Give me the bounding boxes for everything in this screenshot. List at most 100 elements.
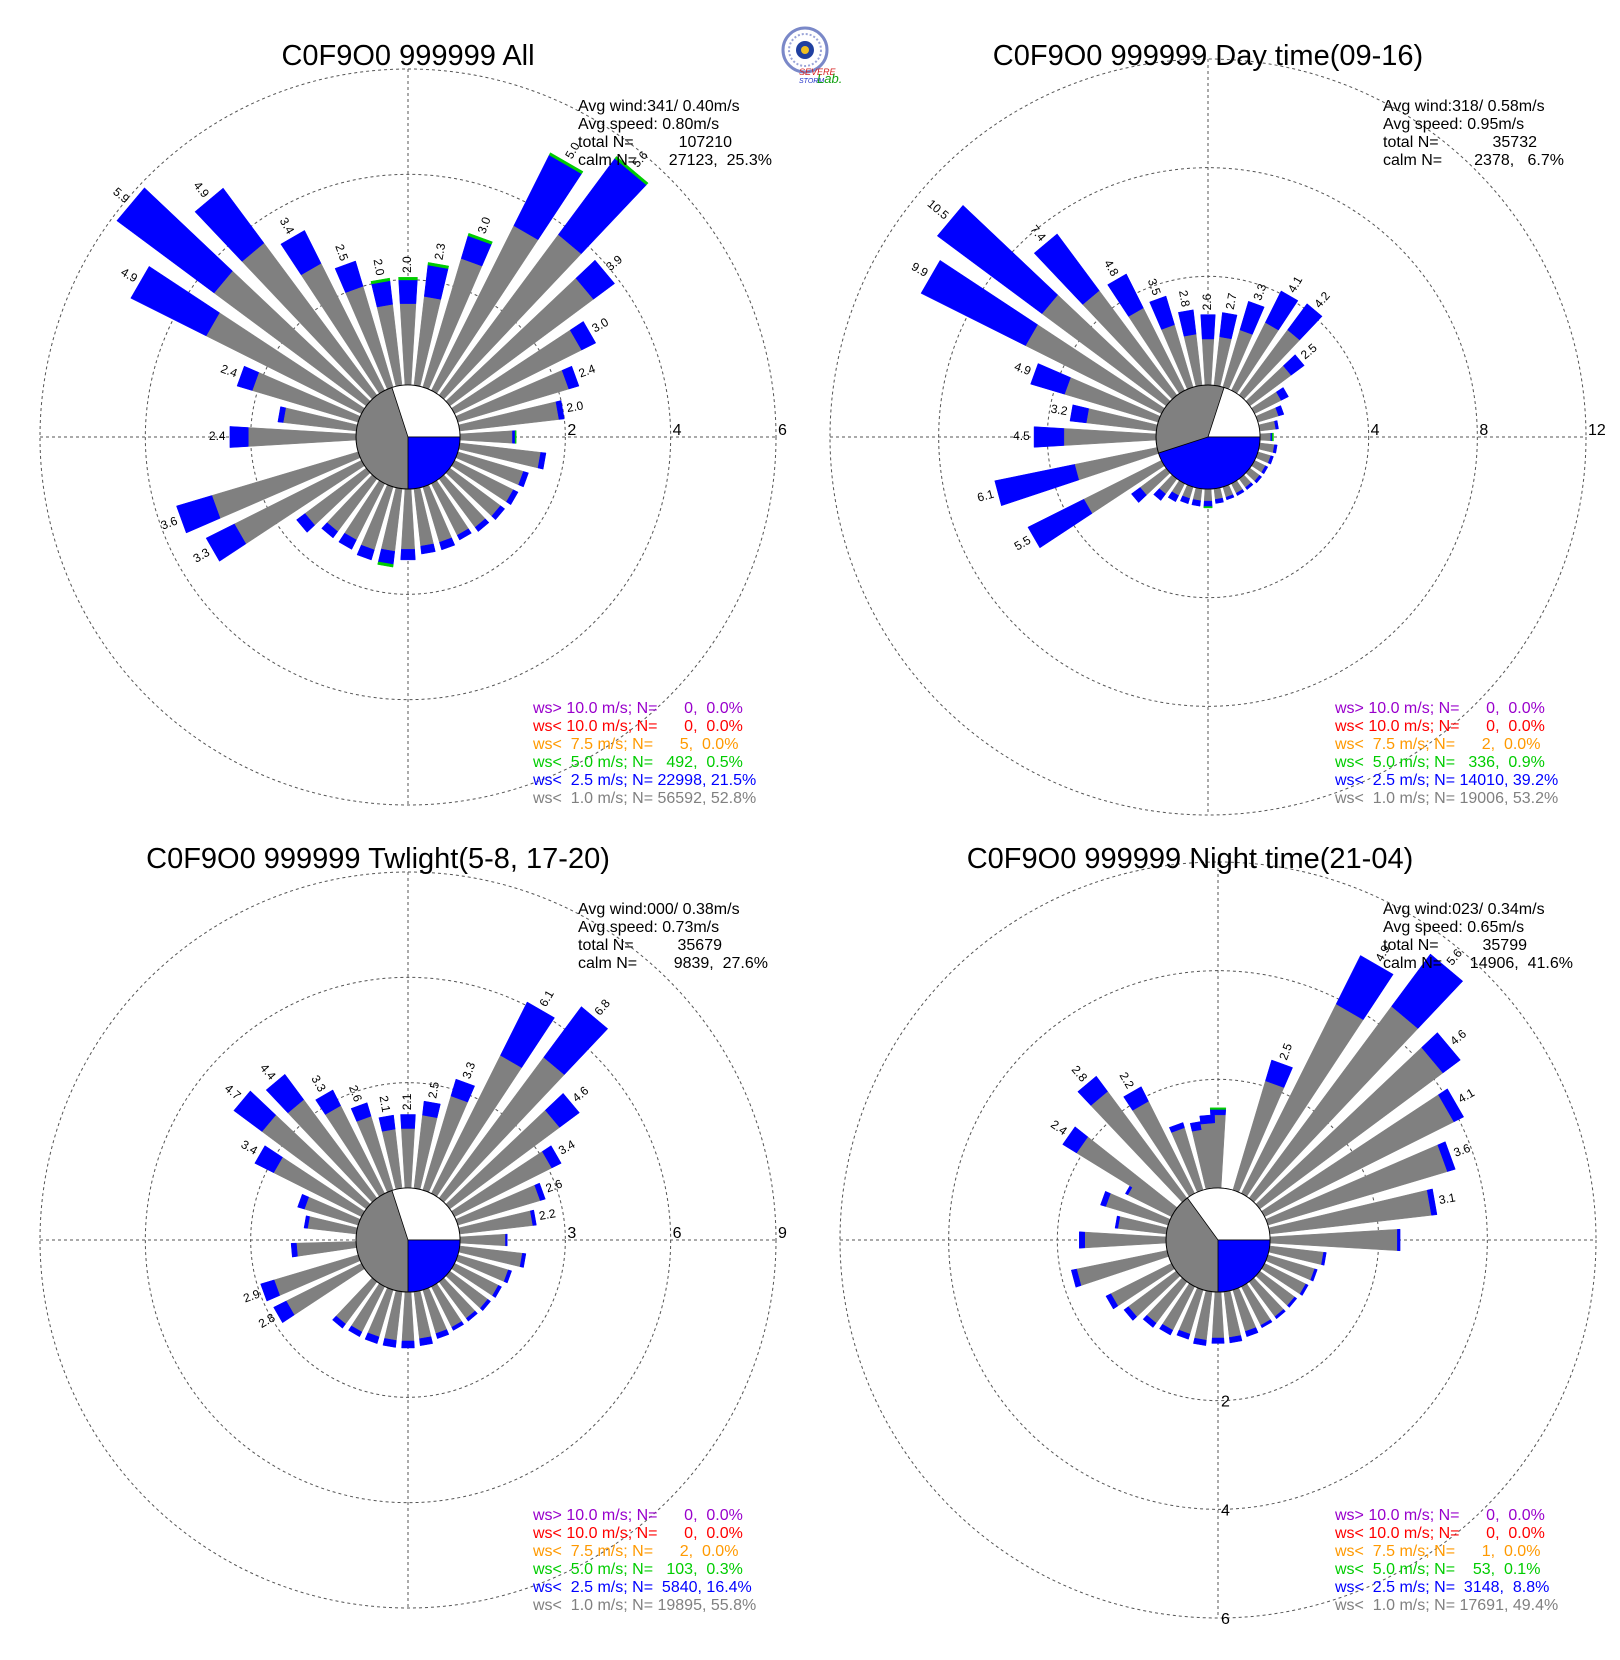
- rose-bar-value-label: 2.8: [1069, 1063, 1091, 1085]
- logo-seal-ring: [788, 33, 822, 67]
- avg-speed-text: Avg speed: 0.73m/s: [578, 919, 719, 936]
- rose-bar-blue-segment: [519, 1252, 527, 1268]
- rose-bar-blue-segment: [1272, 444, 1278, 454]
- legend-ws-lt-10: ws< 10.0 m/s; N= 0, 0.0%: [1334, 1525, 1545, 1542]
- rose-bar-value-label: 2.5: [332, 242, 351, 263]
- rose-bar-blue-segment: [920, 259, 1038, 346]
- legend-ws-lt-2-5: ws< 2.5 m/s; N= 5840, 16.4%: [532, 1579, 752, 1596]
- total-n-label: total N=: [578, 937, 634, 954]
- ring-value-label: 6: [778, 422, 787, 439]
- total-n-label: total N=: [1383, 937, 1439, 954]
- rose-bar-value-label: 3.3: [191, 545, 213, 566]
- rose-bar-blue-segment: [474, 518, 490, 532]
- rose-bar-blue-segment: [1265, 1059, 1293, 1088]
- rose-bar-blue-segment: [371, 280, 393, 308]
- rose-bar-blue-segment: [561, 365, 580, 390]
- rose-bar-value-label: 7.4: [1027, 222, 1049, 244]
- rose-bar-blue-segment: [233, 1090, 277, 1132]
- rose-bar-value-label: 2.6: [346, 1083, 365, 1104]
- avg-wind-text: Avg wind:000/ 0.38m/s: [578, 901, 740, 918]
- rose-bar-blue-segment: [505, 1233, 508, 1247]
- legend-ws-gt-10: ws> 10.0 m/s; N= 0, 0.0%: [532, 1507, 743, 1524]
- rose-bar-green-segment: [377, 561, 394, 568]
- rose-bar-gray-segment: [248, 427, 357, 447]
- legend-ws-lt-5: ws< 5.0 m/s; N= 492, 0.5%: [532, 754, 743, 771]
- severe-storm-lab-logo: SEVERE STORM Lab.: [781, 26, 842, 86]
- rose-bar-blue-segment: [1265, 290, 1299, 331]
- rose-bar-value-label: 2.8: [256, 1310, 278, 1331]
- panel-night-time: 2.54.9 5.64.64.13.63.12.42.8 2.2 246 C0F9O…: [839, 843, 1597, 1628]
- legend-ws-lt-2-5: ws< 2.5 m/s; N= 22998, 21.5%: [532, 772, 756, 789]
- rose-bar-blue-segment: [1260, 1319, 1273, 1329]
- calm-disc-white-wedge: [391, 1187, 461, 1241]
- rose-bar-green-segment: [398, 277, 418, 281]
- rose-bar-blue-segment: [1254, 474, 1263, 484]
- rose-bar-blue-segment: [1123, 1086, 1149, 1111]
- calm-disc-blue-wedge: [1217, 1239, 1271, 1293]
- total-n-value: 35679: [678, 937, 723, 954]
- rose-bar-blue-segment: [1062, 1126, 1089, 1154]
- rose-bar-blue-segment: [555, 400, 565, 420]
- rose-bar-blue-segment: [1077, 1075, 1108, 1106]
- logo-severe-text: SEVERE: [799, 67, 837, 77]
- rose-bar-value-label: 2.5: [425, 1080, 442, 1099]
- ring-labels: 4 8 12: [1371, 422, 1606, 439]
- rose-bar-value-label: 2.0: [566, 398, 585, 415]
- rose-bar-gray-segment: [459, 430, 513, 444]
- rose-bar-blue-segment: [1275, 405, 1285, 417]
- rose-bars: [1062, 953, 1465, 1346]
- rose-bar-blue-segment: [491, 505, 506, 521]
- rose-bar-gray-segment: [1258, 442, 1275, 453]
- rose-bar-blue-segment: [401, 1340, 415, 1349]
- rose-bar-blue-segment: [280, 230, 322, 276]
- rose-bar-value-label: 2.1: [376, 1094, 393, 1113]
- total-n-value: 35799: [1483, 937, 1528, 954]
- ring-value-label: 6: [673, 1225, 682, 1242]
- total-n-value: 107210: [679, 134, 732, 151]
- rose-bar-green-segment: [514, 430, 517, 444]
- rose-bar-value-label: 2.4: [219, 362, 240, 381]
- legend-ws-lt-10: ws< 10.0 m/s; N= 0, 0.0%: [532, 1525, 743, 1542]
- rose-bar-gray-segment: [401, 1291, 415, 1342]
- legend-ws-gt-10: ws> 10.0 m/s; N= 0, 0.0%: [1334, 1507, 1545, 1524]
- avg-speed-text: Avg speed: 0.95m/s: [1383, 116, 1524, 133]
- calm-n-label: calm N=: [578, 152, 637, 169]
- chart-title: C0F9O0 999999 Day time(09-16): [993, 40, 1423, 72]
- rose-bar-green-segment: [427, 262, 450, 269]
- total-n-label: total N=: [1383, 134, 1439, 151]
- calm-disc: [355, 384, 461, 490]
- rose-bar-value-label: 3.5: [1145, 277, 1164, 298]
- rose-bar-blue-segment: [530, 1209, 537, 1226]
- rose-bar-value-label: 2.4: [209, 429, 226, 443]
- rose-bar-blue-segment: [1191, 499, 1201, 507]
- calm-n-label: calm N=: [1383, 955, 1442, 972]
- ring-value-label: 2: [567, 422, 576, 439]
- rose-bar-value-label: 2.4: [1048, 1117, 1070, 1138]
- legend-ws-lt-10: ws< 10.0 m/s; N= 0, 0.0%: [532, 718, 743, 735]
- rose-bar-blue-segment: [315, 1089, 342, 1115]
- avg-speed-text: Avg speed: 0.80m/s: [578, 116, 719, 133]
- rose-bar-blue-segment: [1153, 488, 1167, 501]
- rose-bar-blue-segment: [1033, 426, 1065, 448]
- rose-bar-blue-segment: [205, 523, 247, 562]
- rose-bar-gray-segment: [1201, 338, 1215, 386]
- rose-bar-blue-segment: [290, 1242, 298, 1258]
- rose-bar-value-label: 3.2: [1050, 402, 1069, 419]
- rose-bar-blue-segment: [534, 1182, 546, 1201]
- rose-bar-blue-segment: [435, 1329, 450, 1339]
- rose-bar-blue-segment: [1159, 1323, 1174, 1336]
- total-n-label: total N=: [578, 134, 634, 151]
- legend-ws-lt-5: ws< 5.0 m/s; N= 103, 0.3%: [532, 1561, 743, 1578]
- rose-bar-blue-segment: [1178, 309, 1197, 337]
- rose-bar-blue-segment: [1168, 1122, 1185, 1133]
- grid-ring: [829, 58, 1587, 816]
- rose-bar-blue-segment: [398, 279, 418, 304]
- panel-all: 2.02.33.05.0 5.63.93.02.42.03.33.62.42.44…: [39, 40, 787, 807]
- rose-bar-blue-segment: [1219, 312, 1238, 340]
- rose-bar-blue-segment: [1030, 363, 1071, 395]
- rose-bar-blue-segment: [1437, 1141, 1456, 1172]
- ring-value-label: 12: [1588, 422, 1606, 439]
- calm-disc: [355, 1187, 461, 1293]
- rose-bar-blue-segment: [503, 1269, 512, 1284]
- panel-twilight: 2.1 2.5 3.3 6.1 6.8 4.6 3.4 2.6 2.2 2.8 2.9 3.4 4.7 4…: [39, 843, 787, 1614]
